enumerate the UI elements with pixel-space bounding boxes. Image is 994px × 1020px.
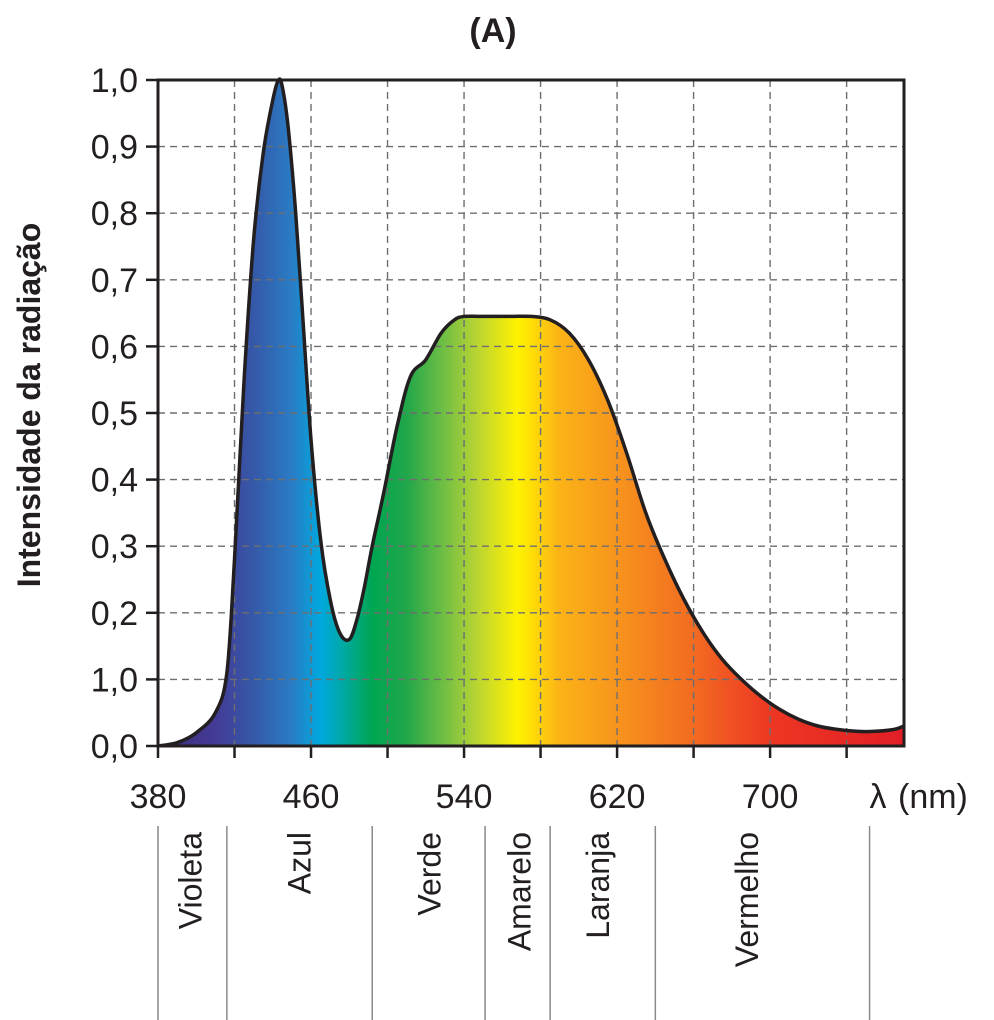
x-axis-symbol: λ bbox=[870, 778, 887, 816]
grid-lines bbox=[158, 80, 904, 746]
band-label-violeta: Violeta bbox=[173, 832, 209, 929]
y-tick-label: 0,3 bbox=[91, 528, 138, 566]
chart-title: (A) bbox=[469, 12, 516, 50]
band-label-amarelo: Amarelo bbox=[502, 832, 538, 951]
x-tick-label: 700 bbox=[742, 778, 799, 816]
band-label-laranja: Laranja bbox=[580, 832, 616, 939]
spectrum-line bbox=[157, 77, 905, 748]
y-tick-label: 0,2 bbox=[91, 595, 138, 633]
x-tick-label: 620 bbox=[589, 778, 646, 816]
y-tick-label: 0,5 bbox=[91, 395, 138, 433]
band-label-vermelho: Vermelho bbox=[729, 832, 765, 967]
band-label-verde: Verde bbox=[412, 832, 448, 916]
y-tick-label: 0,6 bbox=[91, 328, 138, 366]
x-tick-label: 460 bbox=[283, 778, 340, 816]
y-tick-label: 0,9 bbox=[91, 129, 138, 167]
y-tick-label: 0,4 bbox=[91, 462, 138, 500]
y-axis: 0,0 1,0 0,2 0,3 0,4 0,5 0,6 0,7 0,8 0,9 1,0 bbox=[91, 62, 158, 766]
y-tick-label: 0,7 bbox=[91, 262, 138, 300]
x-axis-unit: (nm) bbox=[898, 778, 968, 816]
x-axis: 380 460 540 620 700 bbox=[130, 746, 848, 816]
y-tick-label: 0,8 bbox=[91, 195, 138, 233]
y-axis-title: Intensidade da radiação bbox=[11, 223, 47, 588]
band-label-azul: Azul bbox=[282, 832, 318, 894]
y-tick-label: 1,0 bbox=[91, 661, 138, 699]
x-tick-label: 540 bbox=[436, 778, 493, 816]
color-band-legend: Violeta Azul Verde Amarelo Laranja Vermelho bbox=[157, 826, 871, 1020]
x-tick-label: 380 bbox=[130, 778, 187, 816]
y-tick-label: 0,0 bbox=[91, 728, 138, 766]
y-tick-label: 1,0 bbox=[91, 62, 138, 100]
